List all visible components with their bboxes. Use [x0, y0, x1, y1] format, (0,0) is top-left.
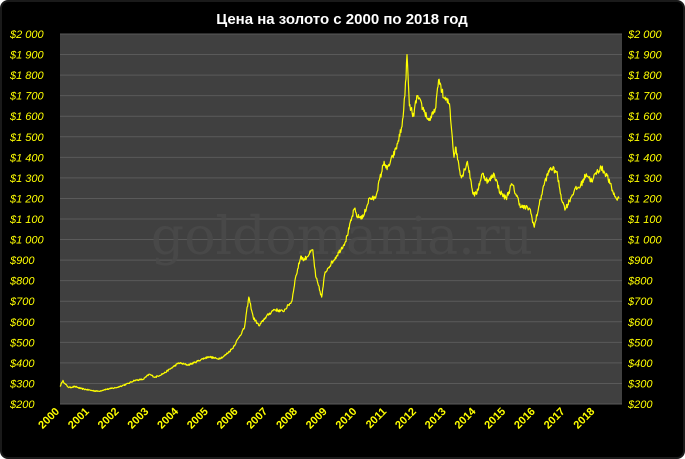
y-tick-left-12: $1 400: [9, 152, 45, 164]
x-tick-6: 2006: [215, 406, 241, 432]
y-tick-left-10: $1 200: [9, 193, 45, 205]
y-tick-left-13: $1 500: [9, 132, 45, 144]
y-tick-right-0: $200: [627, 399, 653, 411]
y-tick-right-7: $900: [627, 255, 653, 267]
y-tick-left-7: $900: [9, 255, 35, 267]
x-tick-16: 2016: [512, 406, 538, 432]
y-tick-right-14: $1 600: [627, 111, 663, 123]
chart-title: Цена на золото с 2000 по 2018 год: [216, 11, 468, 28]
y-tick-left-6: $800: [9, 276, 35, 288]
y-tick-left-11: $1 300: [9, 173, 45, 185]
y-tick-left-15: $1 700: [9, 91, 45, 103]
y-tick-right-3: $500: [627, 337, 653, 349]
x-tick-4: 2004: [155, 405, 181, 431]
y-tick-left-16: $1 800: [9, 70, 45, 82]
y-tick-right-9: $1 100: [627, 214, 663, 226]
y-tick-right-4: $600: [627, 317, 653, 329]
y-tick-right-11: $1 300: [627, 173, 663, 185]
x-tick-1: 2001: [66, 406, 92, 432]
x-tick-13: 2013: [423, 406, 449, 432]
x-tick-7: 2007: [244, 406, 270, 432]
x-tick-9: 2009: [304, 406, 330, 432]
y-tick-left-4: $600: [9, 317, 35, 329]
y-tick-right-10: $1 200: [627, 193, 663, 205]
x-tick-14: 2014: [453, 405, 479, 431]
y-tick-left-3: $500: [9, 337, 35, 349]
y-tick-right-16: $1 800: [627, 70, 663, 82]
y-tick-right-17: $1 900: [627, 50, 663, 62]
y-tick-right-2: $400: [627, 358, 653, 370]
watermark: goldomania.ru: [151, 207, 533, 267]
y-tick-right-18: $2 000: [627, 29, 663, 41]
y-tick-left-0: $200: [9, 399, 35, 411]
y-tick-right-1: $300: [627, 378, 653, 390]
y-tick-left-5: $700: [9, 296, 35, 308]
y-tick-left-8: $1 000: [9, 235, 45, 247]
y-tick-right-15: $1 700: [627, 91, 663, 103]
y-tick-right-13: $1 500: [627, 132, 663, 144]
x-tick-18: 2018: [572, 406, 598, 432]
x-tick-0: 2000: [36, 406, 62, 432]
y-tick-left-18: $2 000: [9, 29, 45, 41]
x-tick-11: 2011: [364, 406, 389, 431]
x-tick-5: 2005: [185, 406, 211, 432]
x-tick-8: 2008: [274, 406, 300, 432]
y-tick-left-14: $1 600: [9, 111, 45, 123]
y-tick-right-5: $700: [627, 296, 653, 308]
y-tick-right-6: $800: [627, 276, 653, 288]
y-tick-left-9: $1 100: [9, 214, 45, 226]
x-tick-15: 2015: [482, 406, 508, 432]
gold-price-line: [59, 53, 620, 392]
y-tick-left-17: $1 900: [9, 50, 45, 62]
x-tick-2: 2002: [96, 406, 122, 432]
y-tick-left-1: $300: [9, 378, 35, 390]
y-tick-right-8: $1 000: [627, 235, 663, 247]
x-tick-17: 2017: [542, 406, 568, 432]
x-tick-12: 2012: [393, 406, 419, 432]
y-tick-right-12: $1 400: [627, 152, 663, 164]
x-tick-3: 2003: [126, 406, 152, 432]
x-tick-10: 2010: [334, 406, 360, 432]
y-tick-left-2: $400: [9, 358, 35, 370]
